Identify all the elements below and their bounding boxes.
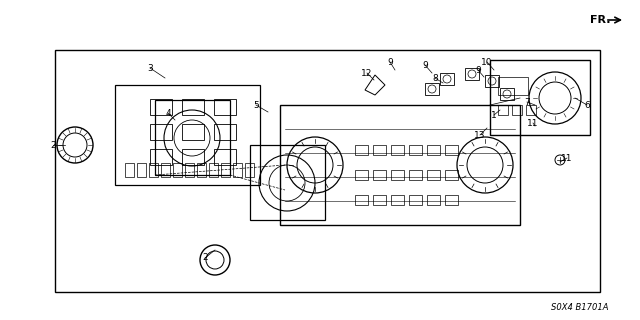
Bar <box>391 170 404 180</box>
Text: 9: 9 <box>475 66 481 75</box>
Bar <box>373 145 386 155</box>
Text: 11: 11 <box>561 154 573 163</box>
Text: 3: 3 <box>147 63 153 73</box>
Text: 7: 7 <box>524 98 530 107</box>
Text: 2: 2 <box>202 253 208 262</box>
Bar <box>373 170 386 180</box>
Bar <box>427 195 440 205</box>
Bar <box>409 170 422 180</box>
Bar <box>391 195 404 205</box>
Bar <box>182 124 204 140</box>
Bar <box>445 145 458 155</box>
Bar <box>150 149 172 165</box>
Bar <box>465 68 479 80</box>
Bar <box>373 195 386 205</box>
Text: 9: 9 <box>387 58 393 67</box>
Bar <box>197 163 206 177</box>
Bar <box>182 149 204 165</box>
Bar <box>233 163 242 177</box>
Bar <box>526 105 536 115</box>
Bar <box>355 170 368 180</box>
Text: S0X4 B1701A: S0X4 B1701A <box>551 303 609 313</box>
Bar <box>173 163 182 177</box>
Bar <box>137 163 146 177</box>
Bar <box>445 195 458 205</box>
Text: 11: 11 <box>527 118 539 127</box>
Bar <box>125 163 134 177</box>
Bar <box>149 163 158 177</box>
Text: FR.: FR. <box>589 15 611 25</box>
Text: 12: 12 <box>362 68 372 77</box>
Bar <box>445 170 458 180</box>
Bar <box>355 145 368 155</box>
Bar <box>280 105 520 225</box>
Bar <box>427 170 440 180</box>
Bar <box>250 145 325 220</box>
Text: 6: 6 <box>584 100 590 109</box>
Bar <box>425 83 439 95</box>
Bar <box>391 145 404 155</box>
Text: 4: 4 <box>165 108 171 117</box>
Bar <box>221 163 230 177</box>
Text: 9: 9 <box>422 60 428 69</box>
Text: 10: 10 <box>481 58 493 67</box>
Text: 1: 1 <box>491 110 497 119</box>
Bar <box>155 100 230 175</box>
Bar <box>500 88 514 100</box>
Text: 5: 5 <box>253 100 259 109</box>
Bar <box>512 105 522 115</box>
Bar <box>209 163 218 177</box>
Bar <box>150 124 172 140</box>
Bar <box>182 99 204 115</box>
Bar <box>185 163 194 177</box>
Bar <box>440 73 454 85</box>
Text: 13: 13 <box>474 131 486 140</box>
Bar <box>490 60 590 135</box>
Bar <box>409 145 422 155</box>
Bar <box>498 105 508 115</box>
Bar <box>214 99 236 115</box>
Bar <box>150 99 172 115</box>
Bar <box>214 149 236 165</box>
Bar <box>245 163 254 177</box>
Bar <box>485 75 499 87</box>
Bar <box>214 124 236 140</box>
Text: 2: 2 <box>50 140 56 149</box>
Text: 8: 8 <box>432 74 438 83</box>
Bar <box>409 195 422 205</box>
Bar <box>161 163 170 177</box>
Bar <box>355 195 368 205</box>
Bar <box>427 145 440 155</box>
Bar <box>498 77 528 95</box>
Bar <box>55 50 600 292</box>
Bar <box>115 85 260 185</box>
